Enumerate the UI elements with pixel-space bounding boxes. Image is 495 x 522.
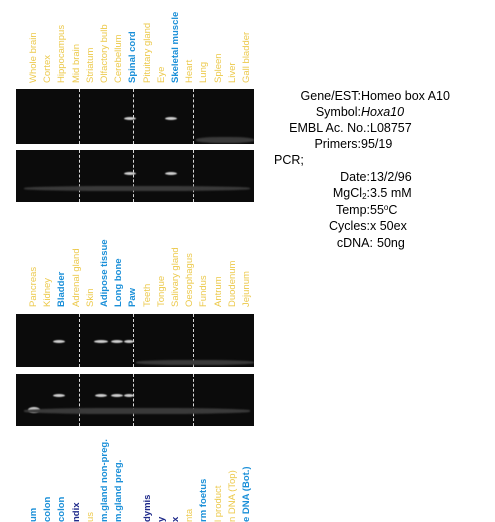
temp-value-degree: o (383, 203, 389, 212)
symbol-value: Hoxa10 (361, 105, 405, 119)
gel-divider (133, 89, 134, 144)
lane-label-text: Bladder (56, 271, 68, 307)
gel-band (53, 394, 65, 397)
gel-band (53, 340, 65, 343)
gel-faint-band (24, 186, 250, 191)
pcr-label: PCR; (274, 153, 304, 167)
temp-label: Temp: (335, 203, 370, 217)
gel-faint-band (196, 137, 254, 143)
gel-band (165, 172, 177, 175)
date-label: Date: (340, 170, 370, 184)
cdna-label: cDNA: (336, 236, 373, 250)
gel-band (94, 340, 108, 343)
temp-value: 55oC (370, 203, 397, 217)
gel-band (111, 394, 123, 397)
lane-label-text: m.gland non-preg. (99, 439, 110, 522)
lane-label-text: ndix (70, 502, 82, 522)
gel-band (165, 117, 177, 120)
gel-divider (193, 89, 194, 144)
lane-label-text: dymis (141, 494, 153, 522)
mgcl-label-colon: : (366, 186, 370, 200)
lane-label-text: Skin (84, 288, 96, 307)
gel-divider (79, 89, 80, 144)
gel-divider (193, 150, 194, 202)
gel-divider (133, 150, 134, 202)
lane-label-text: colon (56, 496, 68, 522)
lane-label-text: Oesophagus (184, 253, 196, 307)
symbol-label: Symbol: (315, 105, 361, 119)
gel-band (124, 340, 134, 343)
temp-value-number: 55 (370, 203, 384, 217)
lane-label-text: n DNA (Top) (226, 470, 238, 522)
cycles-label: Cycles: (329, 219, 370, 233)
gel-divider (193, 314, 194, 367)
lane-label-text: Paw (127, 287, 139, 307)
lane-label-text: colon (42, 496, 54, 522)
gel-band (124, 394, 134, 397)
embl-value: L08757 (370, 121, 412, 135)
lane-label-text: Tongue (155, 275, 167, 307)
lane-label-text: Teeth (141, 283, 153, 307)
temp-value-unit: C (388, 203, 398, 217)
gel-faint-band (24, 408, 250, 414)
mgcl-label-text: MgCl (332, 186, 363, 200)
lane-label-text: Jejunum (241, 271, 252, 307)
lane-label-text: y (155, 516, 167, 522)
gel-panel-1-top (16, 89, 254, 144)
lane-label-text: Antrum (212, 276, 224, 307)
primers-value: 95/19 (361, 137, 393, 151)
mgcl-value: 3.5 mM (370, 186, 412, 200)
lane-label-text: m.gland preg. (113, 459, 125, 522)
lane-label-text: Fundus (198, 275, 210, 307)
gel-band (111, 340, 123, 343)
lane-label-text: Long bone (113, 258, 125, 307)
mgcl-label: MgCl2: (333, 186, 370, 201)
gel-band (124, 172, 136, 175)
gel-panel-2-bottom (16, 374, 254, 426)
lane-label-text: um (28, 507, 39, 522)
gel-divider (79, 150, 80, 202)
lane-label-text: nta (184, 508, 196, 522)
embl-label: EMBL Ac. No.: (289, 121, 370, 135)
date-value: 13/2/96 (370, 170, 412, 184)
cdna-value: 50ng (377, 236, 405, 250)
lane-label-text: rm foetus (198, 478, 210, 522)
gel-divider (193, 374, 194, 426)
lane-label-text: e DNA (Bot.) (241, 466, 252, 522)
primers-label: Primers: (314, 137, 361, 151)
gel-divider (133, 374, 134, 426)
lane-label-text: Pancreas (28, 266, 39, 307)
experiment-info: Gene/EST: Homeo box A10 Symbol: Hoxa10 E… (0, 0, 495, 260)
lane-label-text: l product (212, 485, 224, 522)
gel-divider (79, 374, 80, 426)
gene-value: Homeo box A10 (361, 89, 450, 103)
gel-band (95, 394, 107, 397)
lane-label-text: x (170, 516, 181, 522)
gel-panel-2-top (16, 314, 254, 367)
lane-label-text: Kidney (42, 277, 54, 307)
gel-panel-1-bottom (16, 150, 254, 202)
lane-label-text: us (84, 511, 96, 522)
cycles-value: x 50ex (370, 219, 407, 233)
gel-faint-band (136, 360, 254, 365)
gel-band (124, 117, 136, 120)
mgcl-label-subscript: 2 (362, 192, 367, 201)
lane-label-text: Duodenum (226, 260, 238, 307)
gel-divider (79, 314, 80, 367)
gene-label: Gene/EST: (300, 89, 361, 103)
